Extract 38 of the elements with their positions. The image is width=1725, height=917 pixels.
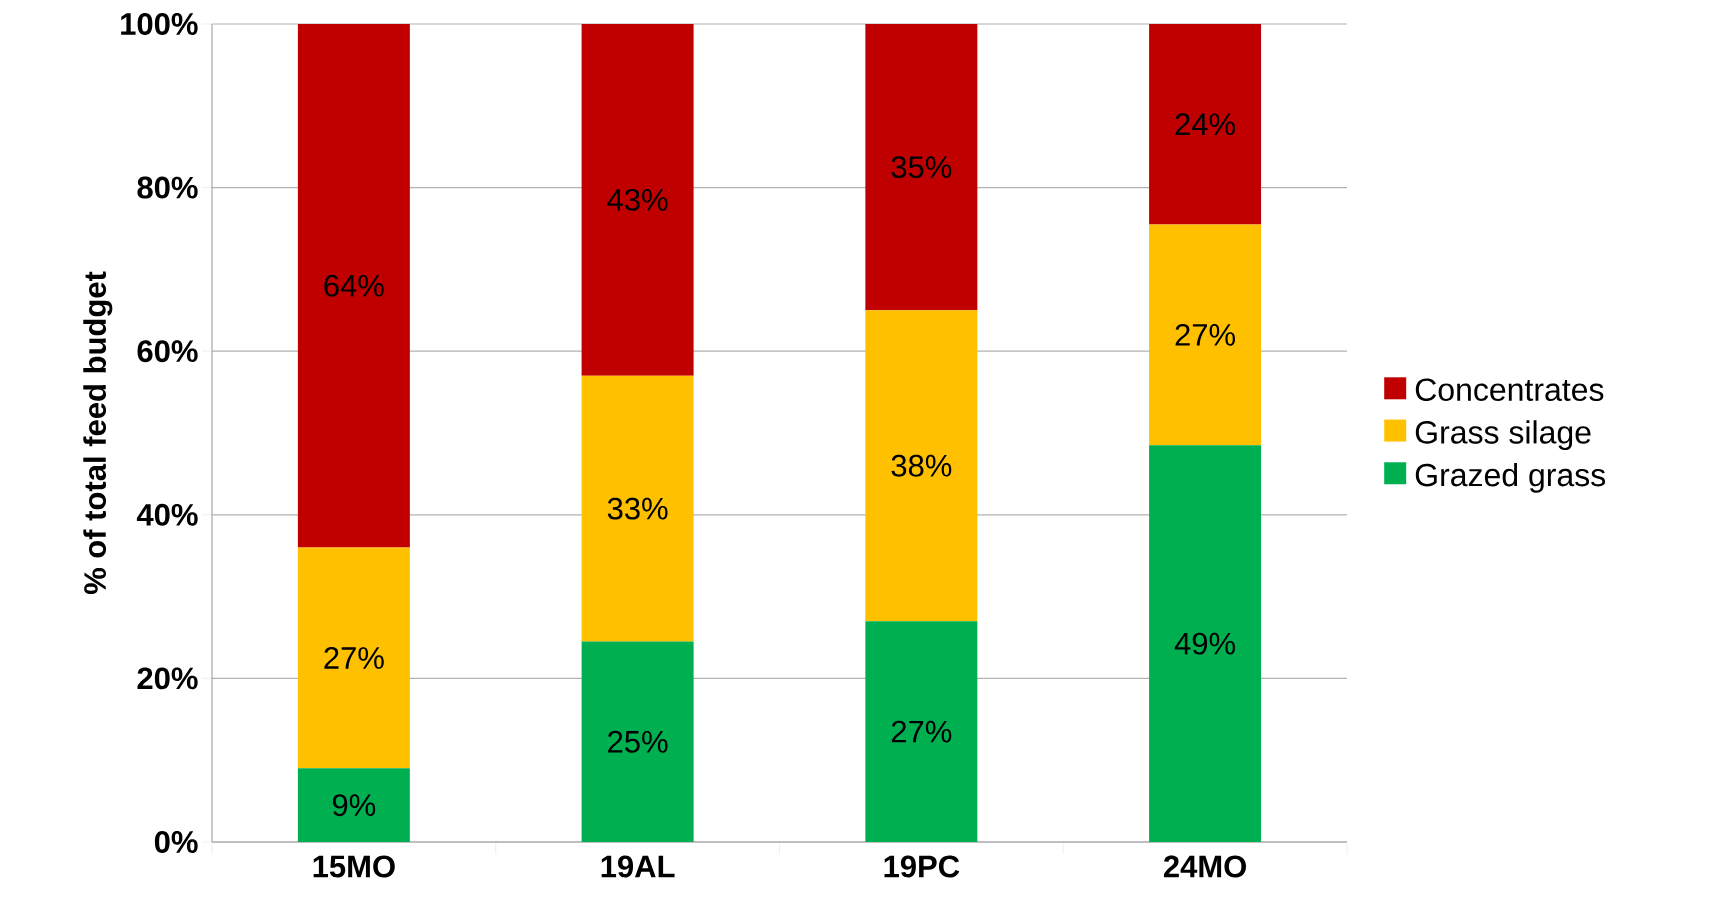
y-axis-title: % of total feed budget	[83, 271, 113, 595]
bar	[581, 375, 694, 642]
data-label: 25%	[608, 730, 668, 753]
y-tick-label: 100%	[121, 13, 198, 35]
bar	[1149, 224, 1262, 446]
x-tick-label: 24MO	[1163, 855, 1246, 878]
data-label: 35%	[891, 156, 952, 179]
x-tick-label: 19PC	[884, 855, 960, 878]
bar	[297, 23, 410, 548]
bar	[297, 547, 410, 769]
bar	[1149, 445, 1262, 842]
data-label: 43%	[607, 188, 668, 211]
bar	[865, 23, 978, 311]
data-label: 49%	[1174, 632, 1235, 655]
legend-label: Grass silage	[1415, 420, 1591, 451]
data-label: 27%	[1175, 323, 1235, 346]
y-tick-label: 60%	[137, 340, 198, 363]
data-label: 33%	[607, 497, 668, 520]
x-tick-label: 15MO	[313, 855, 395, 878]
data-label: 24%	[1175, 113, 1235, 136]
y-tick-label: 80%	[137, 176, 198, 199]
bar	[581, 23, 694, 376]
data-label: 38%	[891, 454, 952, 477]
legend-label: Grazed grass	[1415, 462, 1606, 493]
x-tick-label: 19AL	[601, 855, 675, 878]
y-tick-label: 40%	[136, 503, 198, 526]
bar	[865, 310, 978, 622]
bar	[581, 641, 694, 842]
legend-label: Concentrates	[1415, 378, 1604, 402]
data-label: 27%	[324, 647, 384, 669]
y-tick-label: 20%	[137, 667, 198, 690]
data-label: 27%	[891, 720, 952, 743]
bar	[297, 768, 410, 842]
bar	[865, 621, 978, 842]
data-label: 9%	[332, 794, 376, 817]
data-label: 64%	[324, 274, 384, 297]
bar	[1149, 23, 1262, 225]
y-tick-label: 0%	[154, 831, 198, 853]
